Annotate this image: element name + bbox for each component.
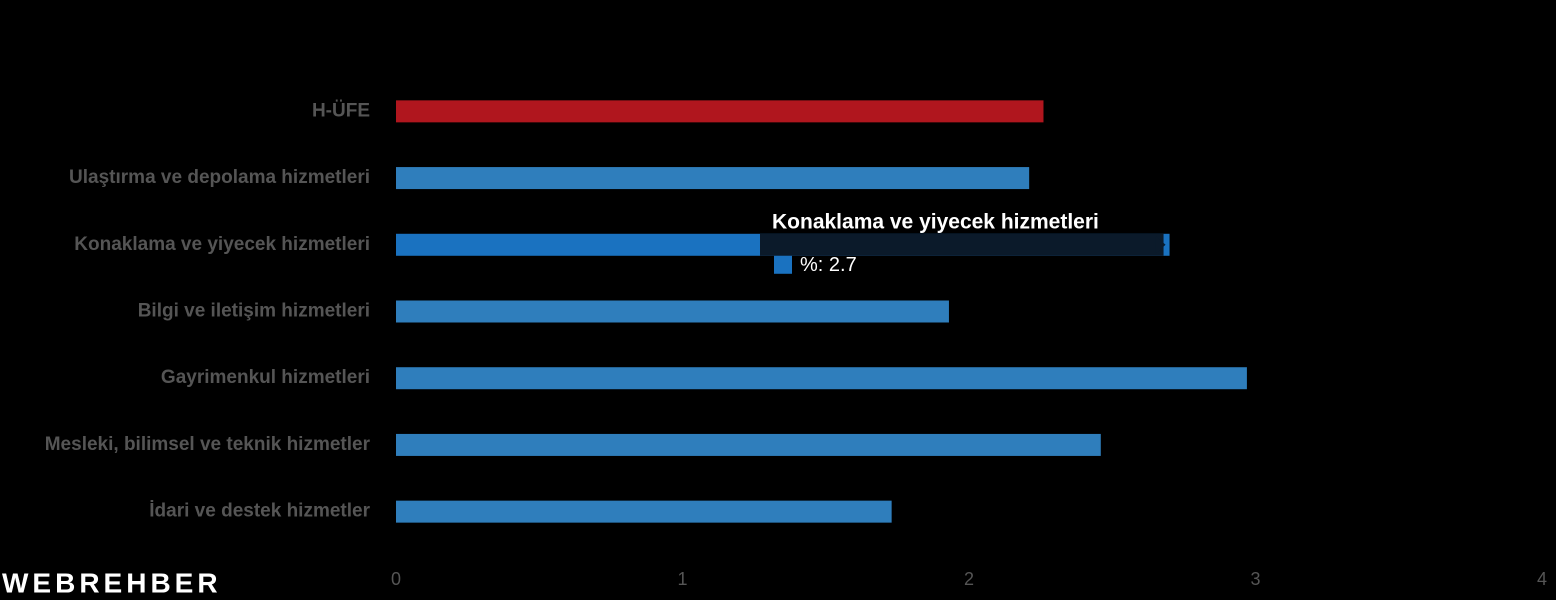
bar [396, 167, 1030, 190]
x-tick-label: 4 [1537, 569, 1547, 589]
x-tick-label: 3 [1250, 569, 1260, 589]
bar [396, 300, 949, 323]
x-tick-label: 0 [391, 569, 401, 589]
y-tick-label: Mesleki, bilimsel ve teknik hizmetler [45, 434, 371, 455]
tooltip-text: %: 2.7 [800, 254, 857, 276]
bar [396, 500, 892, 523]
x-tick-label: 1 [677, 569, 687, 589]
bar [396, 433, 1101, 456]
y-tick-label: Gayrimenkul hizmetleri [161, 367, 370, 388]
y-tick-label: İdari ve destek hizmetler [149, 501, 370, 522]
bar [396, 100, 1044, 123]
watermark: WEBREHBER [2, 567, 222, 598]
y-tick-label: H-ÜFE [312, 100, 370, 121]
tooltip-swatch [774, 255, 792, 274]
y-tick-label: Konaklama ve yiyecek hizmetleri [74, 234, 370, 255]
tooltip-arrow [1155, 235, 1166, 254]
y-tick-label: Bilgi ve iletişim hizmetleri [138, 301, 370, 322]
x-tick-label: 2 [964, 569, 974, 589]
tooltip-title: Konaklama ve yiyecek hizmetleri [772, 210, 1099, 233]
tooltip-box [760, 233, 1164, 256]
y-tick-label: Ulaştırma ve depolama hizmetleri [69, 167, 370, 188]
bar [396, 367, 1247, 390]
